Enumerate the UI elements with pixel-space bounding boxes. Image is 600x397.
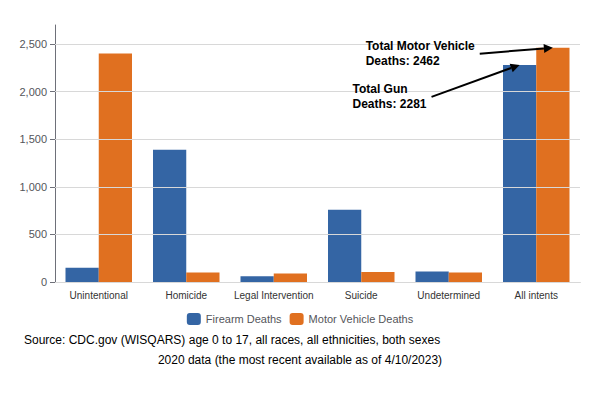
svg-text:Source: CDC.gov (WISQARS) age: Source: CDC.gov (WISQARS) age 0 to 17, a… [24, 333, 440, 347]
svg-text:0: 0 [41, 276, 47, 288]
svg-text:1,500: 1,500 [19, 133, 47, 145]
svg-text:Unintentional: Unintentional [70, 290, 128, 301]
svg-text:Total Gun: Total Gun [353, 82, 408, 96]
svg-text:Homicide: Homicide [165, 290, 207, 301]
svg-text:All intents: All intents [515, 290, 558, 301]
svg-text:Total Motor Vehicle: Total Motor Vehicle [366, 39, 475, 53]
svg-text:Firearm Deaths: Firearm Deaths [206, 313, 282, 325]
svg-text:Deaths: 2462: Deaths: 2462 [366, 54, 440, 68]
svg-text:Deaths: 2281: Deaths: 2281 [353, 97, 427, 111]
svg-text:2,500: 2,500 [19, 38, 47, 50]
svg-text:1,000: 1,000 [19, 181, 47, 193]
svg-text:2,000: 2,000 [19, 86, 47, 98]
svg-text:2020 data (the most recent ava: 2020 data (the most recent available as … [158, 353, 442, 367]
svg-text:Legal Intervention: Legal Intervention [234, 290, 314, 301]
svg-text:Suicide: Suicide [345, 290, 378, 301]
svg-text:500: 500 [29, 228, 47, 240]
svg-text:Motor Vehicle Deaths: Motor Vehicle Deaths [309, 313, 414, 325]
svg-text:Undetermined: Undetermined [417, 290, 480, 301]
